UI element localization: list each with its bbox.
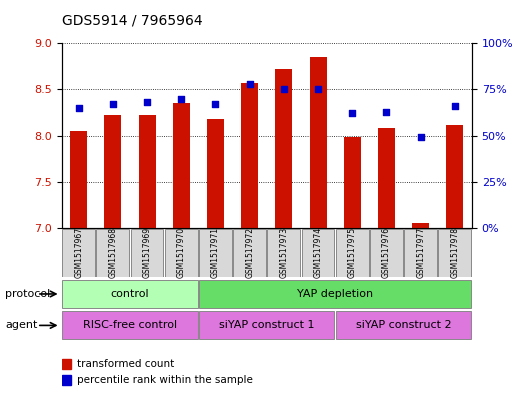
Point	[177, 95, 185, 102]
Text: transformed count: transformed count	[77, 358, 174, 369]
FancyBboxPatch shape	[165, 229, 198, 277]
Text: GSM1517976: GSM1517976	[382, 227, 391, 278]
FancyBboxPatch shape	[302, 229, 334, 277]
Text: agent: agent	[5, 320, 37, 331]
Bar	[446, 125, 463, 228]
Point	[314, 86, 322, 93]
Text: GSM1517972: GSM1517972	[245, 227, 254, 278]
Text: siYAP construct 1: siYAP construct 1	[219, 320, 314, 330]
Text: RISC-free control: RISC-free control	[83, 320, 177, 330]
Bar	[309, 57, 327, 228]
Text: GSM1517977: GSM1517977	[416, 227, 425, 278]
Text: GSM1517973: GSM1517973	[280, 227, 288, 278]
Bar	[378, 128, 395, 228]
FancyBboxPatch shape	[404, 229, 437, 277]
Bar	[62, 359, 71, 369]
FancyBboxPatch shape	[233, 229, 266, 277]
FancyBboxPatch shape	[336, 229, 369, 277]
FancyBboxPatch shape	[199, 280, 471, 308]
FancyBboxPatch shape	[336, 311, 471, 339]
Text: GSM1517971: GSM1517971	[211, 227, 220, 278]
FancyBboxPatch shape	[199, 311, 334, 339]
Bar	[70, 131, 87, 228]
Bar	[139, 115, 155, 228]
Text: GSM1517967: GSM1517967	[74, 227, 83, 278]
Bar	[104, 115, 122, 228]
Point	[74, 105, 83, 111]
Text: YAP depletion: YAP depletion	[297, 289, 373, 299]
Bar	[412, 223, 429, 228]
FancyBboxPatch shape	[62, 229, 95, 277]
Point	[211, 101, 220, 107]
Text: GSM1517970: GSM1517970	[177, 227, 186, 278]
FancyBboxPatch shape	[370, 229, 403, 277]
FancyBboxPatch shape	[96, 229, 129, 277]
FancyBboxPatch shape	[131, 229, 164, 277]
Text: GSM1517975: GSM1517975	[348, 227, 357, 278]
FancyBboxPatch shape	[62, 311, 198, 339]
Text: GSM1517978: GSM1517978	[450, 227, 459, 278]
Bar	[62, 375, 71, 385]
Bar	[241, 83, 258, 228]
Point	[143, 99, 151, 105]
Text: control: control	[111, 289, 149, 299]
Point	[417, 134, 425, 141]
FancyBboxPatch shape	[62, 280, 198, 308]
Text: siYAP construct 2: siYAP construct 2	[356, 320, 451, 330]
FancyBboxPatch shape	[199, 229, 232, 277]
Point	[348, 110, 357, 117]
Point	[246, 81, 254, 87]
Bar	[207, 119, 224, 228]
Text: percentile rank within the sample: percentile rank within the sample	[77, 375, 253, 385]
Point	[280, 86, 288, 93]
Bar	[173, 103, 190, 228]
Point	[109, 101, 117, 107]
FancyBboxPatch shape	[267, 229, 300, 277]
Bar	[344, 136, 361, 228]
Text: GSM1517974: GSM1517974	[313, 227, 323, 278]
Point	[382, 108, 390, 115]
Point	[451, 103, 459, 109]
Text: GSM1517968: GSM1517968	[108, 227, 117, 278]
FancyBboxPatch shape	[439, 229, 471, 277]
Text: GDS5914 / 7965964: GDS5914 / 7965964	[62, 14, 202, 28]
Bar	[275, 69, 292, 228]
Text: protocol: protocol	[5, 289, 50, 299]
Text: GSM1517969: GSM1517969	[143, 227, 151, 278]
